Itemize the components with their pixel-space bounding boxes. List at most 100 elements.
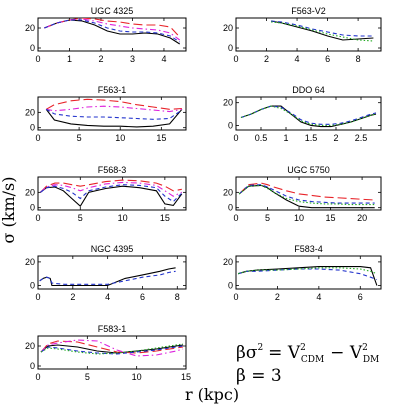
panel: F583-1 0 5 10 15 0 20	[25, 324, 191, 382]
x-tick-label: 1	[67, 54, 72, 64]
series-line-short-dash	[40, 345, 184, 355]
x-tick-label: 0	[233, 213, 238, 223]
y-tick-label: 0	[30, 361, 35, 371]
series-line-dotted	[240, 105, 377, 126]
y-tick-label: 20	[25, 187, 35, 197]
y-tick-label: 20	[25, 23, 35, 33]
y-tick-label: 0	[30, 280, 35, 290]
x-tick-label: 4	[295, 54, 300, 64]
panel: UGC 5750 0 5 10 15 20 0 20	[223, 165, 382, 223]
formula-sup-1: 2	[257, 343, 263, 353]
panel-title: F583-1	[98, 324, 127, 334]
x-tick-label: 1.5	[305, 133, 318, 143]
panel: UGC 4325 0 1 2 3 4 0 20	[25, 6, 187, 64]
x-tick-label: 20	[357, 213, 367, 223]
series-line-solid	[237, 266, 378, 286]
y-tick-label: 0	[30, 123, 35, 133]
panel-frame	[37, 335, 187, 370]
y-tick-label: 0	[228, 43, 233, 53]
series-line-dash-dot	[40, 339, 184, 357]
formula-lhs: βσ	[236, 343, 258, 363]
panel-title: F563-V2	[291, 6, 326, 16]
panel-frame	[235, 17, 382, 52]
y-tick-label: 0	[30, 43, 35, 53]
panel-title: UGC 4325	[91, 6, 134, 16]
x-tick-label: 4	[161, 54, 166, 64]
panel: F583-4 0 2 4 6 0 20	[223, 244, 382, 302]
x-tick-label: 10	[118, 213, 128, 223]
x-tick-label: 5	[85, 372, 90, 382]
series-line-dash-dot	[44, 18, 181, 41]
panel: DDO 64 0 0.5 1 1.5 2 2.5 0 20	[223, 85, 382, 143]
x-tick-label: 15	[326, 213, 336, 223]
y-axis-label: σ (km/s)	[0, 177, 18, 244]
series-line-short-dash	[45, 108, 183, 120]
series-line-dash-dot	[46, 105, 183, 113]
x-tick-label: 10	[294, 213, 304, 223]
y-tick-label: 20	[25, 341, 35, 351]
panel-frame	[235, 96, 382, 131]
x-tick-label: 15	[181, 372, 191, 382]
panel-frame	[37, 255, 187, 290]
x-tick-label: 2	[70, 292, 75, 302]
panel-frame	[37, 176, 187, 211]
y-tick-label: 20	[223, 187, 233, 197]
x-tick-label: 6	[140, 292, 145, 302]
formula: βσ2 = V2 CDM − V2 DM β = 3	[236, 343, 379, 386]
x-axis-label: r (kpc)	[185, 385, 239, 404]
x-tick-label: 0	[35, 133, 40, 143]
series-line-long-dash	[40, 340, 184, 354]
y-tick-label: 20	[25, 257, 35, 267]
x-tick-label: 2	[275, 292, 280, 302]
y-tick-label: 20	[223, 23, 233, 33]
x-tick-label: 5	[77, 133, 82, 143]
series-line-short-dash	[238, 184, 375, 204]
x-tick-label: 6	[325, 54, 330, 64]
y-tick-label: 20	[25, 107, 35, 117]
series-line-solid	[40, 185, 183, 208]
y-tick-label: 0	[228, 120, 233, 130]
x-tick-label: 8	[175, 292, 180, 302]
x-tick-label: 0	[233, 133, 238, 143]
panel-frame	[37, 96, 187, 131]
x-tick-label: 4	[105, 292, 110, 302]
panel-title: UGC 5750	[287, 165, 330, 175]
x-tick-label: 4	[316, 292, 321, 302]
y-tick-label: 20	[223, 257, 233, 267]
formula-sub-dm: DM	[363, 355, 379, 365]
x-tick-label: 2	[264, 54, 269, 64]
x-tick-label: 2	[98, 54, 103, 64]
formula-beta: β = 3	[236, 366, 282, 386]
series-line-solid	[40, 344, 184, 354]
series-line-short-dash	[237, 268, 378, 281]
formula-sup-3: 2	[362, 343, 368, 353]
series-line-long-dash	[44, 18, 181, 38]
panel-title: F583-4	[294, 244, 323, 254]
y-tick-label: 0	[30, 203, 35, 213]
x-tick-label: 0	[35, 292, 40, 302]
panel-title: F568-3	[98, 165, 127, 175]
x-tick-label: 6	[358, 292, 363, 302]
x-tick-label: 0.5	[255, 133, 268, 143]
x-tick-label: 15	[160, 213, 170, 223]
x-tick-label: 2.5	[355, 133, 368, 143]
panel-frame	[235, 255, 382, 290]
y-tick-label: 20	[223, 98, 233, 108]
series-line-short-dash	[240, 105, 377, 125]
x-tick-label: 0	[35, 54, 40, 64]
series-line-solid	[238, 184, 375, 209]
x-tick-label: 5	[78, 213, 83, 223]
panel: NGC 4395 0 2 4 6 8 0 20	[25, 244, 187, 302]
series-line-dotted	[271, 21, 374, 42]
series-line-long-dash	[238, 182, 375, 201]
series-line-dotted	[40, 343, 184, 355]
series-line-solid	[45, 108, 183, 128]
series-line-dotted	[237, 267, 378, 275]
series-line-long-dash	[40, 179, 182, 193]
formula-minus: − V	[330, 343, 363, 363]
x-tick-label: 1	[283, 133, 288, 143]
series-line-short-dash	[39, 270, 176, 285]
series-line-short-dash	[44, 19, 180, 43]
